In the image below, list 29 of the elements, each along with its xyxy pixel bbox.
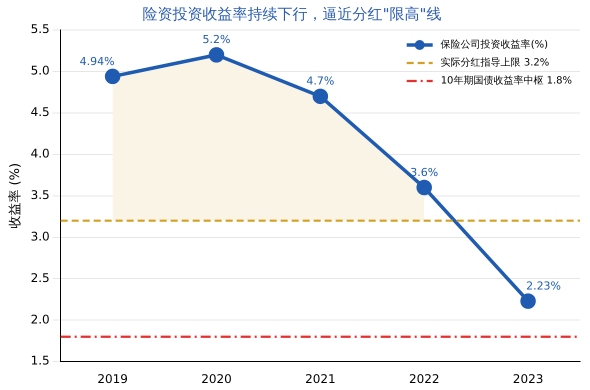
x-tick-label: 2019	[97, 372, 128, 386]
y-tick-label: 4.0	[30, 146, 50, 160]
y-tick-label: 3.5	[30, 188, 50, 202]
data-label: 3.6%	[410, 166, 438, 179]
x-tick-label: 2021	[305, 372, 336, 386]
data-label: 5.2%	[202, 33, 230, 46]
legend-label: 实际分红指导上限 3.2%	[440, 56, 550, 69]
y-tick-label: 3.0	[30, 229, 50, 244]
y-tick-label: 1.5	[30, 354, 50, 368]
point	[416, 180, 432, 196]
legend-label: 10年期国债收益率中枢 1.8%	[440, 74, 572, 87]
data-label: 4.94%	[80, 54, 115, 68]
y-tick-label: 5.0	[30, 64, 50, 78]
data-label: 2.23%	[526, 279, 562, 292]
y-tick-label: 4.5	[30, 105, 50, 120]
point	[104, 68, 120, 84]
x-tick-label: 2022	[408, 372, 440, 386]
point	[520, 293, 536, 309]
data-label: 4.7%	[306, 74, 334, 88]
x-tick-label: 2023	[512, 372, 544, 386]
y-tick-label: 2.5	[30, 270, 50, 285]
y-tick-label: 2.0	[30, 312, 50, 326]
y-tick-label: 5.5	[30, 22, 50, 36]
x-tick-label: 2020	[201, 372, 232, 386]
point	[312, 88, 328, 104]
point	[208, 47, 224, 63]
y-axis-title: 收益率 (%)	[7, 162, 24, 229]
chart-title: 险资投资收益率持续下行，逼近分红"限高"线	[142, 4, 442, 23]
legend-label: 保险公司投资收益率(%)	[440, 38, 548, 51]
